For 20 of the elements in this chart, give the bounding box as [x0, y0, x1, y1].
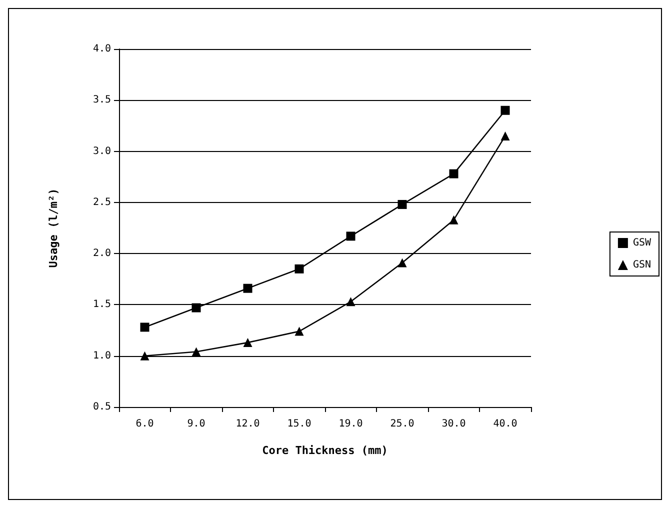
y-tick-label: 2.5	[92, 196, 111, 208]
y-tick-label: 4.0	[92, 44, 111, 54]
x-tick-label: 25.0	[390, 418, 414, 430]
legend-label: GSN	[632, 260, 651, 270]
x-tick-label: 9.0	[187, 418, 206, 430]
x-tick-label: 19.0	[338, 418, 363, 430]
x-tick-label: 30.0	[442, 418, 466, 430]
x-tick-label: 12.0	[236, 418, 260, 430]
y-tick-label: 3.0	[92, 146, 111, 157]
y-tick-label: 2.0	[92, 248, 111, 260]
legend-label: GSW	[632, 238, 652, 248]
x-tick-label: 40.0	[493, 418, 518, 430]
y-tick-label: 1.0	[92, 350, 111, 362]
x-tick-label: 15.0	[287, 418, 312, 430]
y-tick-label: 3.5	[92, 94, 111, 106]
y-axis-title: Usage (l/m²)	[47, 188, 60, 268]
x-tick-label: 6.0	[136, 418, 154, 430]
x-axis-title: Core Thickness (mm)	[262, 444, 388, 457]
y-tick-label: 1.5	[92, 299, 111, 310]
y-tick-label: 0.5	[92, 402, 111, 412]
